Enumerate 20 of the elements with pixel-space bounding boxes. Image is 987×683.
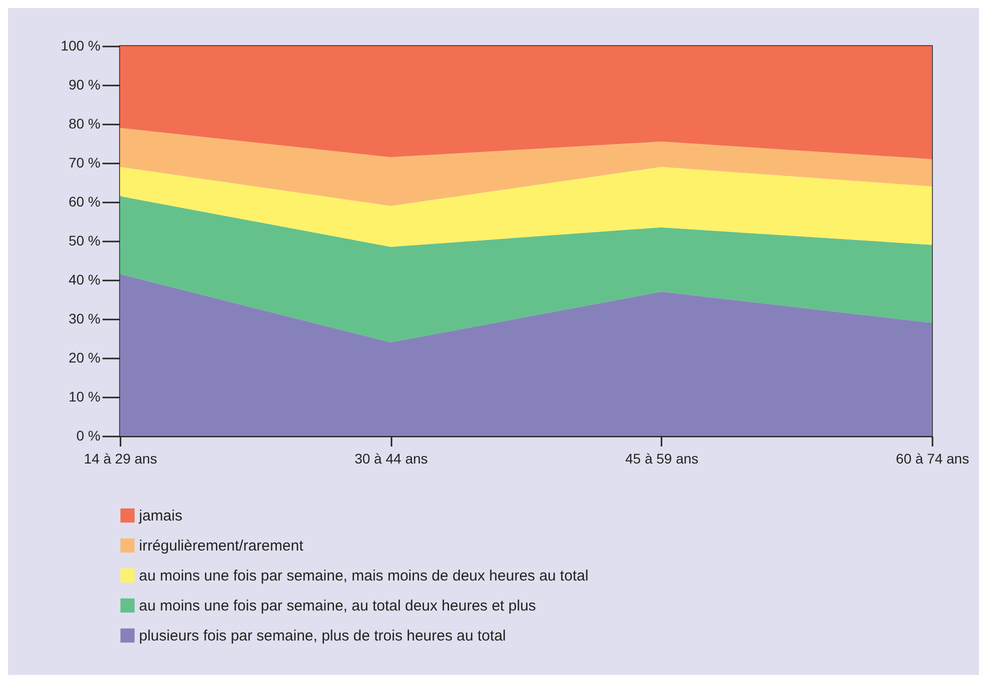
y-tick-label: 40 % <box>68 272 100 288</box>
y-tick-label: 100 % <box>60 38 100 54</box>
x-tick-label: 14 à 29 ans <box>84 450 158 466</box>
x-tick-label: 45 à 59 ans <box>625 450 698 466</box>
legend-label: au moins une fois par semaine, au total deux heures et plus <box>139 598 536 614</box>
y-tick-label: 80 % <box>68 116 100 132</box>
y-tick-label: 20 % <box>68 350 100 366</box>
legend-label: jamais <box>138 508 182 524</box>
legend-label: au moins une fois par semaine, mais moins de deux heures au total <box>139 568 588 584</box>
y-tick-label: 0 % <box>76 428 100 444</box>
y-tick-label: 10 % <box>68 388 100 404</box>
y-tick-label: 60 % <box>68 194 100 210</box>
legend-label: irrégulièrement/rarement <box>139 538 304 554</box>
y-tick-label: 90 % <box>68 76 100 92</box>
legend-label: plusieurs fois par semaine, plus de trois heures au total <box>139 628 506 644</box>
x-tick-label: 60 à 74 ans <box>896 450 970 466</box>
y-tick-label: 70 % <box>68 154 100 170</box>
x-tick-label: 30 à 44 ans <box>354 450 428 466</box>
y-tick-label: 30 % <box>68 310 100 326</box>
y-tick-label: 50 % <box>68 232 100 248</box>
